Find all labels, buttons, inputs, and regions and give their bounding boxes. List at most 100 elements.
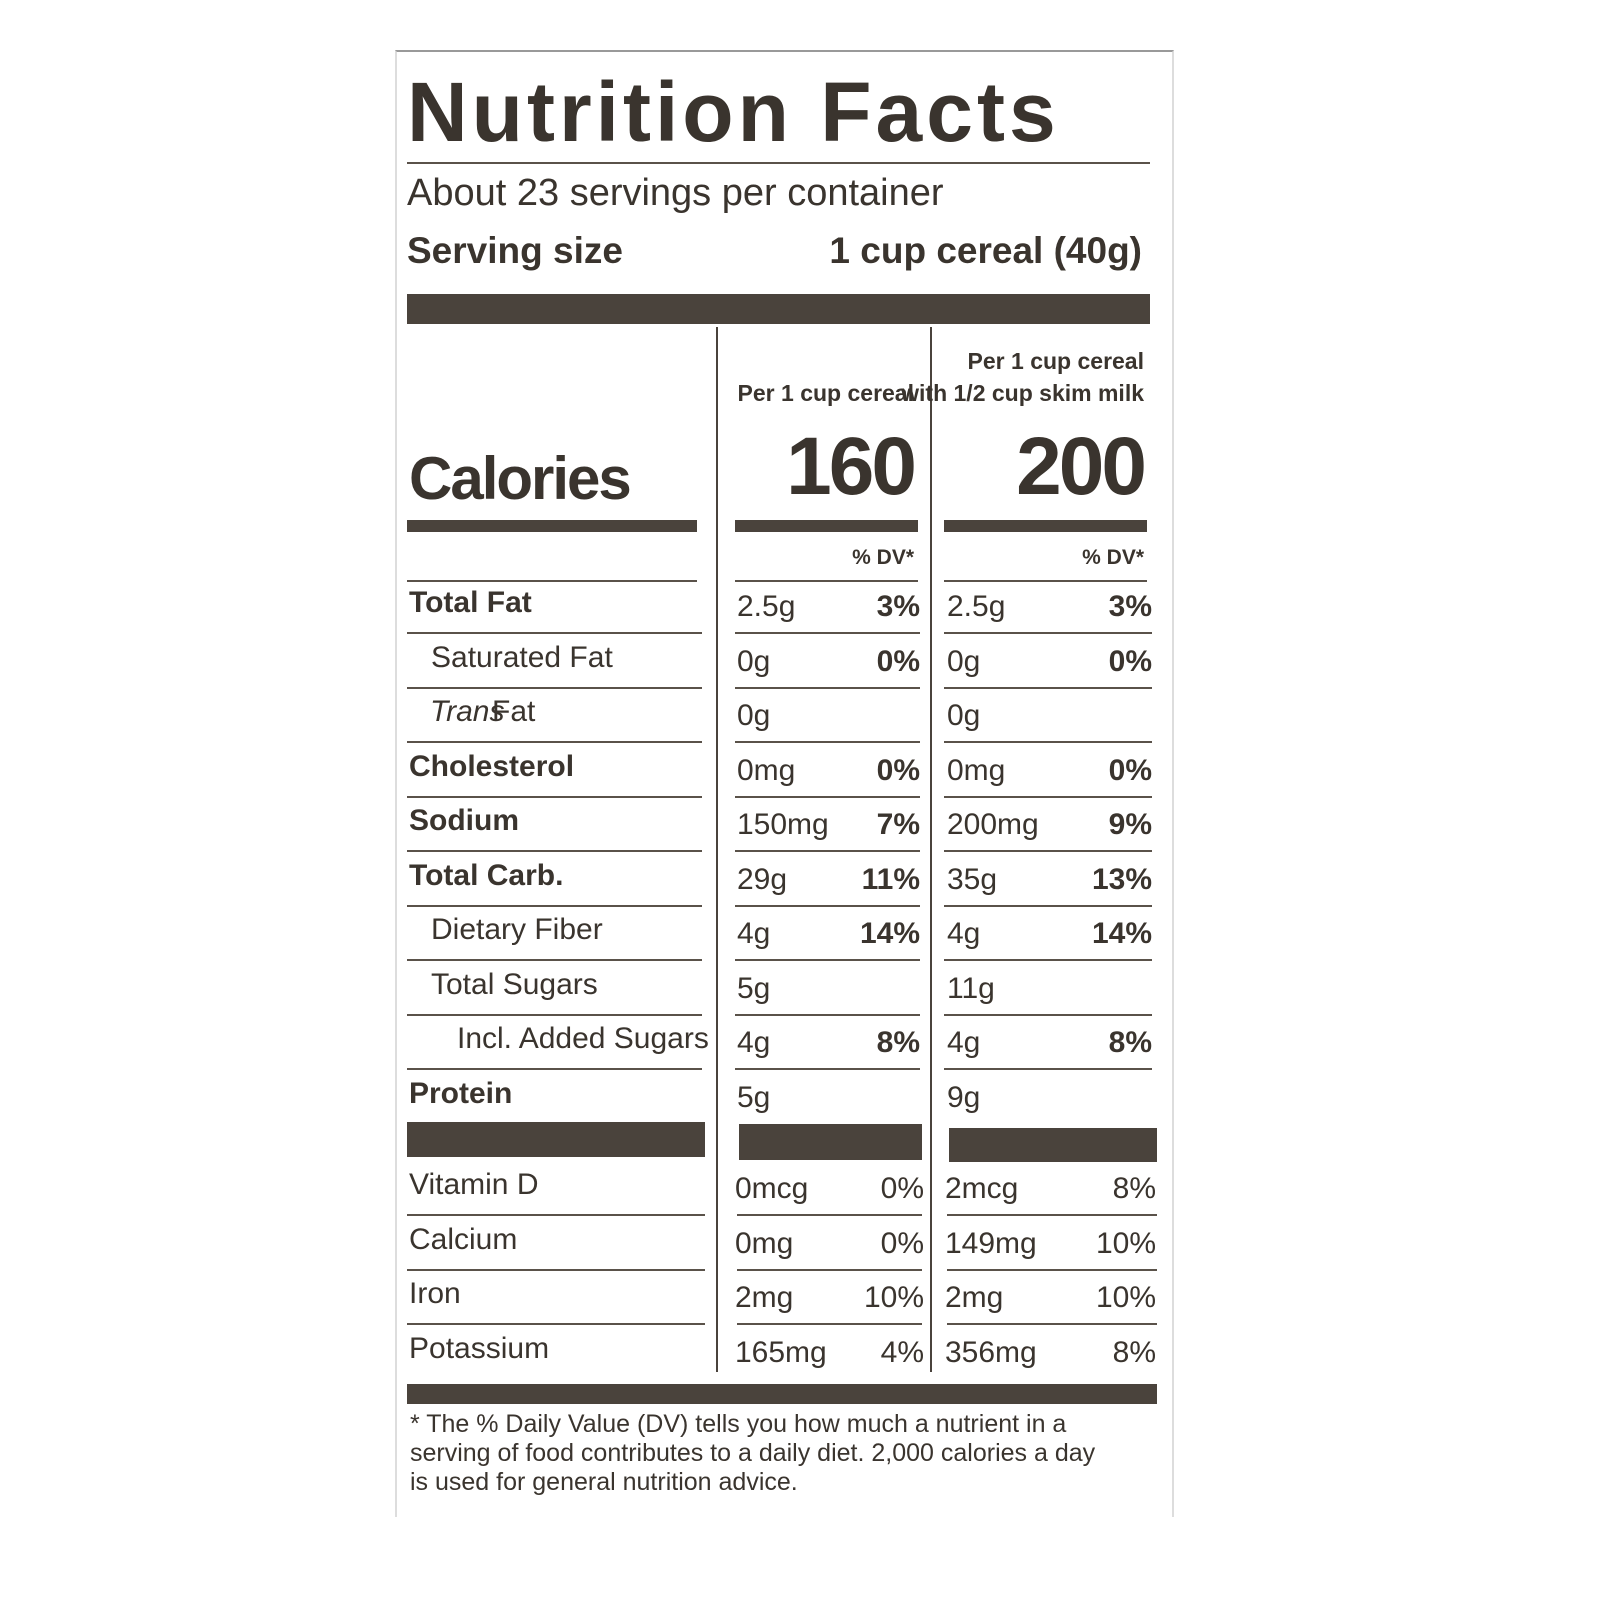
rule-line	[407, 1013, 702, 1016]
column-divider	[930, 327, 932, 1372]
rule-line	[947, 1268, 1157, 1271]
rule-line	[407, 162, 1150, 164]
nutrient-label: Fat	[492, 695, 536, 728]
amount: 356mg	[945, 1335, 1037, 1369]
amount: 4g	[737, 917, 771, 950]
rule-line	[944, 959, 1152, 961]
rule-bar	[407, 520, 697, 532]
rule-line	[407, 1323, 705, 1325]
rule-line	[407, 795, 702, 798]
daily-value: 7%	[876, 808, 920, 841]
amount: 0g	[947, 644, 981, 678]
nutrient-label: Dietary Fiber	[431, 913, 603, 946]
daily-value: 0%	[1108, 644, 1152, 678]
amount: 2mg	[945, 1281, 1004, 1314]
servings: About 23 servings per container	[407, 172, 944, 214]
column-divider	[716, 327, 718, 1372]
rule-line	[737, 1268, 922, 1271]
rule-line	[407, 580, 697, 582]
footnote: * The % Daily Value (DV) tells you how m…	[410, 1410, 1096, 1496]
amount: 0mg	[947, 753, 1006, 787]
rule-line	[735, 1013, 920, 1016]
nutrient-label: Total Fat	[409, 586, 532, 619]
nutrition-label: Nutrition Facts About 23 servings per con…	[395, 50, 1174, 1517]
rule-line	[735, 795, 920, 798]
rule-line	[944, 632, 1152, 634]
amount: 0g	[737, 644, 771, 678]
vitamin-label: Vitamin D	[409, 1168, 539, 1201]
daily-value: 3%	[876, 590, 920, 623]
amount: 200mg	[947, 808, 1039, 841]
amount: 35g	[947, 862, 998, 896]
amount: 0mcg	[735, 1172, 809, 1205]
rule-line	[735, 904, 920, 907]
amount: 165mg	[735, 1335, 827, 1369]
amount: 2mcg	[945, 1172, 1019, 1205]
rule-line	[944, 686, 1152, 689]
daily-value: 3%	[1108, 590, 1152, 623]
amount: 4g	[737, 1026, 771, 1059]
nutrient-label: Protein	[409, 1076, 513, 1110]
rule-line	[407, 632, 702, 634]
nutrient-label: Sodium	[409, 804, 519, 837]
rule-line	[407, 1214, 705, 1216]
column-heading: Per 1 cup cereal	[737, 380, 914, 406]
rule-bar	[739, 1124, 922, 1160]
dv-header: % DV*	[852, 546, 914, 569]
amount: 2.5g	[737, 590, 796, 623]
rule-line	[407, 904, 702, 907]
rule-bar	[407, 1384, 1157, 1404]
rule-line	[735, 580, 918, 582]
rule-line	[407, 850, 702, 852]
daily-value: 8%	[1108, 1026, 1152, 1059]
amount: 11g	[947, 971, 995, 1005]
rule-line	[944, 580, 1147, 582]
serving-size-value: 1 cup cereal (40g)	[829, 230, 1142, 271]
nutrient-label: Saturated Fat	[431, 640, 613, 674]
daily-value: 10%	[1095, 1281, 1156, 1314]
daily-value: 0%	[880, 1172, 924, 1205]
amount: 29g	[737, 862, 788, 896]
serving-size-label: Serving size	[407, 230, 623, 271]
calories-value: 200	[1016, 421, 1147, 512]
daily-value: 8%	[1112, 1172, 1156, 1205]
rule-line	[737, 1214, 922, 1216]
column-heading: Per 1 cup cereal	[967, 348, 1144, 374]
rule-line	[735, 1068, 920, 1070]
rule-line	[735, 959, 920, 961]
nutrient-label: Total Sugars	[431, 967, 598, 1001]
amount: 150mg	[737, 808, 829, 841]
nutrient-label: Total Carb.	[409, 858, 564, 892]
amount: 2.5g	[947, 590, 1006, 623]
rule-line	[944, 904, 1152, 907]
rule-line	[735, 632, 920, 634]
rule-line	[407, 686, 702, 689]
daily-value: 14%	[859, 917, 920, 950]
rule-line	[407, 959, 702, 961]
nutrient-label: Incl. Added Sugars	[457, 1022, 709, 1055]
rule-line	[947, 1323, 1157, 1325]
daily-value: 10%	[863, 1281, 924, 1314]
rule-bar	[944, 520, 1147, 532]
daily-value: 8%	[876, 1026, 920, 1059]
rule-line	[735, 686, 920, 689]
daily-value: 0%	[1108, 753, 1152, 787]
daily-value: 8%	[1112, 1335, 1156, 1369]
vitamin-label: Potassium	[409, 1331, 550, 1365]
column-heading: with 1/2 cup skim milk	[901, 380, 1144, 406]
rule-line	[944, 1013, 1152, 1016]
rule-line	[407, 1068, 702, 1070]
rule-line	[737, 1323, 922, 1325]
rule-line	[407, 741, 702, 743]
dv-header: % DV*	[1082, 546, 1144, 569]
rule-line	[944, 795, 1152, 798]
daily-value: 0%	[880, 1226, 924, 1260]
daily-value: 13%	[1091, 862, 1152, 896]
amount: 4g	[947, 917, 981, 950]
daily-value: 4%	[880, 1335, 924, 1369]
daily-value: 10%	[1095, 1226, 1156, 1260]
daily-value: 14%	[1091, 917, 1152, 950]
rule-line	[944, 1068, 1152, 1070]
amount: 5g	[737, 971, 771, 1005]
